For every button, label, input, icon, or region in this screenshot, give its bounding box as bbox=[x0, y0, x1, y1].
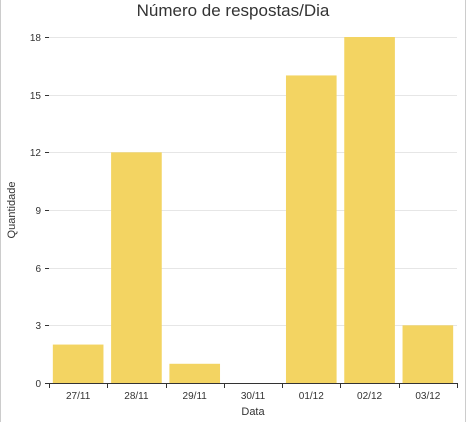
bar bbox=[344, 37, 395, 383]
axes: 0 3 6 9 12 15 18 27/11 28/11 29/11 30/11 01/12 02/12… bbox=[30, 33, 458, 402]
y-tick-label: 6 bbox=[35, 264, 41, 275]
x-tick-label: 28/11 bbox=[124, 391, 149, 402]
chart-title: Número de respostas/Dia bbox=[137, 1, 330, 20]
y-tick-label: 12 bbox=[30, 148, 42, 159]
y-tick-label: 0 bbox=[35, 379, 41, 390]
x-tick-label: 01/12 bbox=[299, 391, 324, 402]
x-tick-label: 03/12 bbox=[415, 391, 440, 402]
bar bbox=[52, 344, 104, 383]
x-tick-label: 02/12 bbox=[357, 391, 382, 402]
y-tick-label: 3 bbox=[35, 321, 41, 332]
x-axis-label: Data bbox=[241, 406, 265, 418]
x-tick-label: 30/11 bbox=[241, 391, 266, 402]
y-axis-label: Quantidade bbox=[6, 182, 18, 239]
x-tick-label: 29/11 bbox=[183, 391, 208, 402]
bars bbox=[52, 37, 454, 383]
y-tick-label: 15 bbox=[30, 91, 42, 102]
bar bbox=[169, 363, 221, 383]
bar bbox=[111, 152, 162, 383]
y-tick-label: 9 bbox=[35, 206, 41, 217]
y-tick-label: 18 bbox=[30, 33, 42, 44]
bar bbox=[285, 75, 337, 383]
bar bbox=[402, 325, 454, 383]
x-tick-label: 27/11 bbox=[66, 391, 91, 402]
